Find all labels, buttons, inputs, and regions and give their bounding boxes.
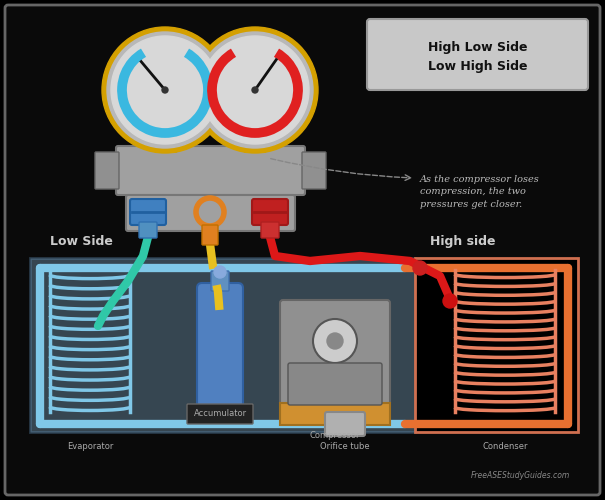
FancyBboxPatch shape bbox=[211, 271, 229, 291]
Circle shape bbox=[214, 266, 226, 278]
Text: As the compressor loses
compression, the two
pressures get closer.: As the compressor loses compression, the… bbox=[420, 175, 540, 209]
Text: Condenser: Condenser bbox=[482, 442, 528, 451]
Circle shape bbox=[102, 27, 228, 153]
Circle shape bbox=[252, 87, 258, 93]
Bar bbox=[280, 403, 390, 425]
FancyBboxPatch shape bbox=[130, 199, 166, 225]
Circle shape bbox=[327, 333, 343, 349]
Bar bbox=[415, 258, 578, 432]
Circle shape bbox=[197, 32, 313, 148]
Circle shape bbox=[192, 27, 318, 153]
Circle shape bbox=[111, 36, 219, 144]
Circle shape bbox=[413, 261, 427, 275]
Text: High Low Side
Low High Side: High Low Side Low High Side bbox=[428, 41, 528, 73]
Circle shape bbox=[443, 294, 457, 308]
Circle shape bbox=[201, 36, 309, 144]
Circle shape bbox=[107, 32, 223, 148]
FancyBboxPatch shape bbox=[187, 404, 253, 424]
FancyBboxPatch shape bbox=[95, 152, 119, 189]
FancyBboxPatch shape bbox=[244, 135, 266, 152]
FancyBboxPatch shape bbox=[202, 225, 218, 245]
Text: Compressor: Compressor bbox=[310, 431, 360, 440]
Circle shape bbox=[313, 319, 357, 363]
FancyBboxPatch shape bbox=[197, 283, 243, 408]
FancyBboxPatch shape bbox=[325, 412, 365, 436]
Text: Orifice tube: Orifice tube bbox=[320, 442, 370, 451]
FancyBboxPatch shape bbox=[252, 199, 288, 225]
FancyBboxPatch shape bbox=[116, 146, 305, 195]
Bar bbox=[30, 258, 415, 432]
FancyBboxPatch shape bbox=[139, 222, 157, 238]
FancyBboxPatch shape bbox=[155, 135, 177, 152]
Text: FreeASEStudyGuides.com: FreeASEStudyGuides.com bbox=[471, 471, 570, 480]
FancyBboxPatch shape bbox=[288, 363, 382, 405]
Text: High side: High side bbox=[430, 235, 495, 248]
FancyBboxPatch shape bbox=[302, 152, 326, 189]
FancyBboxPatch shape bbox=[367, 19, 588, 90]
FancyBboxPatch shape bbox=[261, 222, 279, 238]
Circle shape bbox=[162, 87, 168, 93]
Text: Accumulator: Accumulator bbox=[194, 410, 247, 418]
Text: Evaporator: Evaporator bbox=[67, 442, 113, 451]
FancyBboxPatch shape bbox=[280, 300, 390, 406]
FancyBboxPatch shape bbox=[5, 5, 600, 495]
Text: Low Side: Low Side bbox=[50, 235, 113, 248]
FancyBboxPatch shape bbox=[126, 195, 295, 231]
